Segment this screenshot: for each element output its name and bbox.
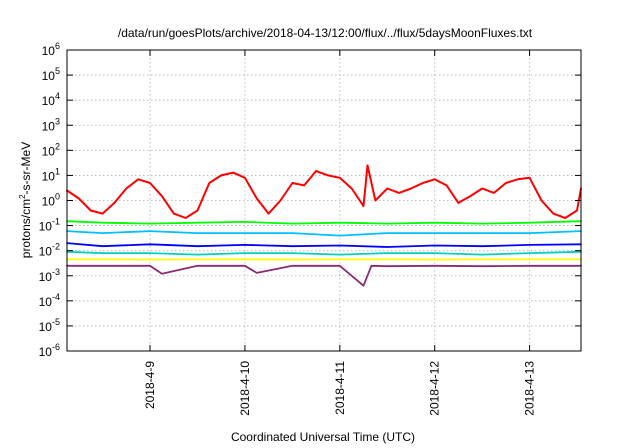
y-tick-label-base: 10 xyxy=(42,119,56,133)
y-tick-label: 106 xyxy=(42,41,60,58)
grid-lines xyxy=(67,50,581,351)
x-tick-label: 2018-4-13 xyxy=(523,361,537,416)
y-tick-label-exp: 5 xyxy=(55,66,60,76)
y-tick-label: 104 xyxy=(42,91,60,108)
series-line xyxy=(66,230,582,237)
chart-title: /data/run/goesPlots/archive/2018-04-13/1… xyxy=(118,26,533,40)
y-tick-label-exp: -6 xyxy=(52,342,60,352)
y-axis-label-base: protons/cm xyxy=(19,199,33,258)
y-axis-label-sup: 2 xyxy=(18,194,27,199)
y-tick-label-exp: 1 xyxy=(55,166,60,176)
y-tick-label-exp: 3 xyxy=(55,116,60,126)
y-tick-label-base: 10 xyxy=(39,295,53,309)
y-tick-label: 100 xyxy=(42,192,60,209)
y-tick-label: 101 xyxy=(42,166,60,183)
y-tick-label: 10-6 xyxy=(39,342,60,359)
y-tick-label-base: 10 xyxy=(39,320,53,334)
x-axis-label: Coordinated Universal Time (UTC) xyxy=(231,430,415,444)
series-line xyxy=(66,164,582,219)
series-layer xyxy=(66,164,582,287)
y-tick-label-exp: -4 xyxy=(52,292,60,302)
y-tick-label-base: 10 xyxy=(39,220,53,234)
y-tick-label-base: 10 xyxy=(42,169,56,183)
y-tick-label: 10-5 xyxy=(39,317,60,334)
y-tick-label: 10-2 xyxy=(39,242,60,259)
y-tick-label: 10-1 xyxy=(39,217,60,234)
y-axis-label-rest: -s-sr-MeV xyxy=(19,142,33,195)
y-tick-label-base: 10 xyxy=(42,94,56,108)
y-tick-label-base: 10 xyxy=(39,345,53,359)
series-line xyxy=(66,242,582,248)
y-tick-label: 10-4 xyxy=(39,292,60,309)
x-tick-labels: 2018-4-9 2018-4-10 2018-4-11 2018-4-12 2018-… xyxy=(143,361,537,416)
y-tick-label: 103 xyxy=(42,116,60,133)
y-tick-label: 105 xyxy=(42,66,60,83)
y-tick-label-exp: -1 xyxy=(52,217,60,227)
y-tick-label-exp: 2 xyxy=(55,141,60,151)
x-tick-label: 2018-4-10 xyxy=(238,361,252,416)
y-tick-label-exp: 0 xyxy=(55,192,60,202)
y-tick-label-exp: 6 xyxy=(55,41,60,51)
y-tick-label: 10-3 xyxy=(39,267,60,284)
y-tick-label-base: 10 xyxy=(42,44,56,58)
y-tick-label-exp: -2 xyxy=(52,242,60,252)
axis-ticks xyxy=(67,49,581,352)
series-line xyxy=(66,264,582,287)
y-tick-label-base: 10 xyxy=(39,245,53,259)
y-tick-label-base: 10 xyxy=(39,270,53,284)
y-tick-label-base: 10 xyxy=(42,195,56,209)
x-tick-label: 2018-4-11 xyxy=(333,361,347,415)
y-tick-labels: 10-610-510-410-310-210-11001011021031041… xyxy=(39,41,60,359)
series-line xyxy=(66,220,582,225)
x-tick-label: 2018-4-12 xyxy=(428,361,442,416)
y-tick-label-base: 10 xyxy=(42,69,56,83)
series-line xyxy=(66,250,582,256)
y-tick-label: 102 xyxy=(42,141,60,158)
y-tick-label-exp: -3 xyxy=(52,267,60,277)
y-tick-label-exp: -5 xyxy=(52,317,60,327)
y-tick-label-exp: 4 xyxy=(55,91,60,101)
y-tick-label-base: 10 xyxy=(42,144,56,158)
y-axis-label: protons/cm2-s-sr-MeV xyxy=(18,142,33,258)
x-tick-label: 2018-4-9 xyxy=(143,361,157,409)
